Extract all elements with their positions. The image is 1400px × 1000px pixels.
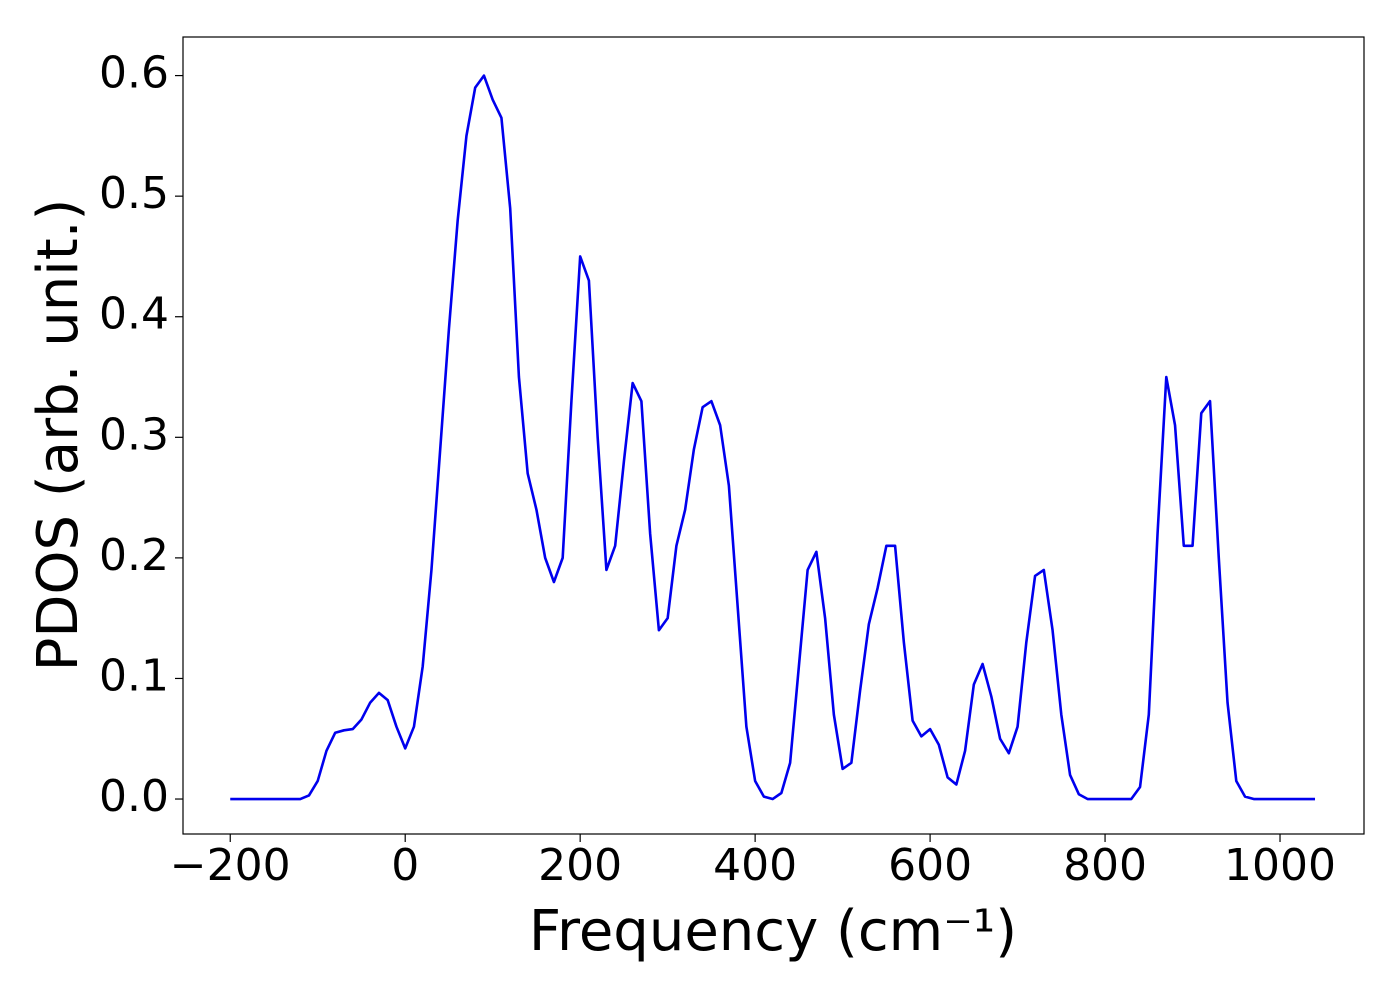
- plot-frame: [182, 36, 1365, 835]
- x-tick-label: 600: [888, 840, 972, 891]
- x-tick-label: 800: [1063, 840, 1147, 891]
- x-tick-label: 200: [538, 840, 622, 891]
- x-tick-label: −200: [170, 840, 291, 891]
- data-line: [230, 74, 1316, 801]
- x-tick-label: 0: [391, 840, 419, 891]
- x-axis-label: Frequency (cm⁻¹): [529, 899, 1017, 964]
- x-tick-label: 1000: [1224, 840, 1336, 891]
- y-tick-label: 0.3: [99, 409, 169, 460]
- y-tick-label: 0.4: [99, 289, 169, 340]
- y-tick-label: 0.1: [99, 650, 169, 701]
- y-tick-label: 0.6: [99, 48, 169, 99]
- y-axis-label: PDOS (arb. unit.): [26, 199, 91, 672]
- y-tick-label: 0.2: [99, 530, 169, 581]
- y-tick-label: 0.5: [99, 168, 169, 219]
- x-tick-label: 400: [713, 840, 797, 891]
- y-tick-label: 0.0: [99, 771, 169, 822]
